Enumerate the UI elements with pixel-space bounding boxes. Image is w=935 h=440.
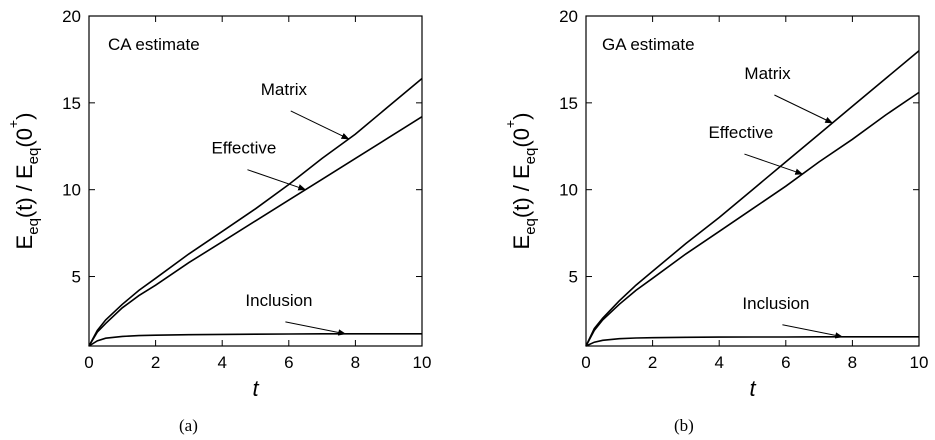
series-label-matrix: Matrix (744, 64, 791, 83)
x-tick-label: 2 (151, 353, 160, 372)
estimate-annotation: CA estimate (108, 35, 200, 54)
series-line-effective (585, 91, 920, 347)
x-tick-label: 8 (351, 353, 360, 372)
label-arrow-effective (247, 169, 307, 191)
y-axis-label-part: (0 (509, 128, 534, 148)
y-axis-label-part: E (12, 235, 37, 250)
estimate-annotation: GA estimate (602, 35, 695, 54)
series-label-inclusion: Inclusion (742, 294, 809, 313)
x-axis-label: t (749, 376, 756, 401)
caption-b: (b) (674, 416, 694, 435)
y-axis-label-part: (t) / E (509, 164, 534, 218)
y-axis-label-part: eq (25, 148, 42, 165)
series-line-matrix (88, 77, 423, 347)
y-axis-label: Eeq(t) / Eeq(0+) (502, 113, 539, 250)
series-label-effective: Effective (211, 139, 276, 158)
y-axis-label-part: (t) / E (12, 164, 37, 218)
series-label-inclusion: Inclusion (245, 291, 312, 310)
y-axis-label-part: (0 (12, 128, 37, 148)
panel-a: 0 2 4 6 8 10 5 10 15 20 t Eeq(t) / Eeq(0+) CA estima… (0, 0, 467, 440)
x-tick-label: 0 (84, 353, 93, 372)
series-label-matrix: Matrix (261, 80, 308, 99)
x-tick-label: 8 (848, 353, 857, 372)
x-axis-label: t (252, 376, 259, 401)
y-axis-label-part: ) (12, 113, 37, 120)
y-tick-label: 20 (559, 7, 578, 26)
series-label-effective: Effective (708, 123, 773, 142)
x-tick-label: 10 (910, 353, 929, 372)
y-tick-label: 5 (569, 268, 578, 287)
y-tick-label: 20 (62, 7, 81, 26)
series-line-matrix (585, 50, 920, 347)
y-tick-label: 5 (72, 268, 81, 287)
x-tick-label: 4 (217, 353, 226, 372)
y-tick-label: 15 (62, 94, 81, 113)
x-tick-label: 6 (284, 353, 293, 372)
label-arrow-inclusion (285, 321, 347, 336)
y-axis-label-part: E (509, 235, 534, 250)
y-tick-label: 10 (62, 181, 81, 200)
y-tick-label: 15 (559, 94, 578, 113)
series-line-inclusion (585, 335, 919, 347)
label-arrow-effective (744, 153, 804, 175)
label-arrow-inclusion (782, 324, 844, 339)
x-tick-label: 4 (714, 353, 723, 372)
x-tick-label: 10 (413, 353, 432, 372)
y-axis-label-part: eq (522, 218, 539, 235)
x-tick-label: 0 (581, 353, 590, 372)
panel-b: 0 2 4 6 8 10 5 10 15 20 t Eeq(t) / Eeq(0+) GA estima… (467, 0, 934, 440)
series-line-inclusion (88, 332, 422, 347)
y-axis-label-part: eq (25, 218, 42, 235)
label-arrow-matrix (290, 110, 350, 140)
x-tick-label: 6 (781, 353, 790, 372)
plot-frame (585, 15, 920, 347)
y-axis-label-part: + (502, 120, 518, 128)
y-tick-label: 10 (559, 181, 578, 200)
y-axis-label-part: ) (509, 113, 534, 120)
x-tick-label: 2 (648, 353, 657, 372)
y-axis-label-part: + (5, 120, 21, 128)
y-axis-label-part: eq (522, 148, 539, 165)
plot-frame (88, 15, 423, 347)
series-line-effective (88, 116, 423, 347)
caption-a: (a) (179, 416, 198, 435)
y-axis-label: Eeq(t) / Eeq(0+) (5, 113, 42, 250)
label-arrow-matrix (774, 94, 834, 124)
